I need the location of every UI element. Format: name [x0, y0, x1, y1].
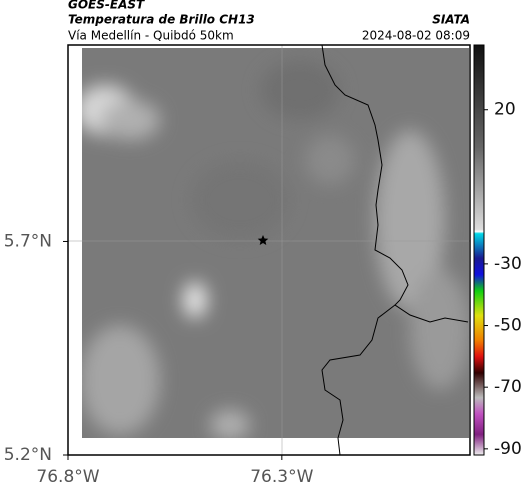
location-marker — [257, 235, 269, 245]
y-tick-label: 5.2°N — [4, 445, 52, 465]
colorbar-tick-label: -70 — [494, 377, 522, 397]
title: Temperatura de Brillo CH13 — [68, 13, 255, 27]
colorbar-tick-label: -90 — [494, 439, 522, 459]
source: SIATA — [432, 13, 470, 27]
datetime: 2024-08-02 08:09 — [362, 29, 470, 43]
y-tick-label: 5.7°N — [4, 231, 52, 251]
colorbar-tick-label: -50 — [494, 316, 522, 336]
colorbar-tick-label: -30 — [494, 254, 522, 274]
subtitle: Vía Medellín - Quibdó 50km — [68, 29, 234, 43]
colorbar — [473, 44, 485, 456]
colorbar-tick-label: 20 — [494, 100, 516, 120]
product: GOES-EAST — [68, 0, 145, 12]
x-tick-label: 76.3°W — [250, 467, 313, 487]
x-tick-label: 76.8°W — [36, 467, 99, 487]
satellite-image — [82, 48, 469, 438]
border — [321, 44, 469, 323]
border — [321, 304, 396, 456]
map-frame — [67, 44, 471, 456]
